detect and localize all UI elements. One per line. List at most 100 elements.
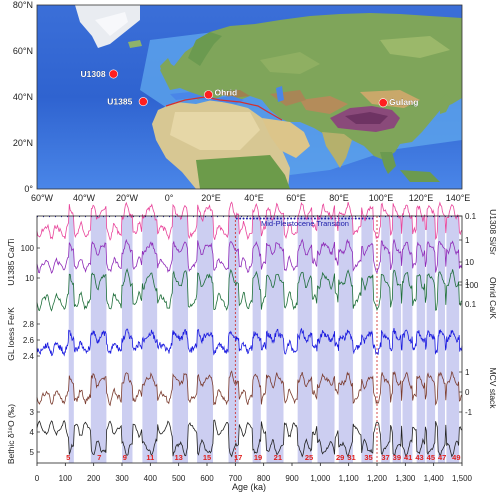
site-markers: U1308 U1385 Ohrid Gulang bbox=[80, 69, 419, 108]
interglacial-label: 47 bbox=[438, 453, 446, 462]
interglacial-band bbox=[361, 216, 373, 463]
lon-label: 40°W bbox=[73, 193, 96, 203]
mpt-dot bbox=[354, 217, 357, 220]
mpt-dot bbox=[245, 217, 248, 220]
site-marker bbox=[109, 69, 119, 79]
site-marker bbox=[203, 90, 213, 100]
lon-label: 20°E bbox=[201, 193, 221, 203]
mpt-dot bbox=[276, 217, 279, 220]
y-tick-label: 100 bbox=[21, 244, 35, 253]
lon-label: 40°E bbox=[244, 193, 264, 203]
site-label: U1308 bbox=[81, 69, 106, 79]
mpt-dot bbox=[252, 217, 255, 220]
interglacial-label: 21 bbox=[274, 453, 282, 462]
x-tick-label: 1,300 bbox=[395, 474, 416, 483]
y-tick-label: 0.1 bbox=[465, 212, 477, 221]
interglacial-band bbox=[416, 216, 426, 463]
y-tick-label: -1 bbox=[465, 408, 473, 417]
mpt-dot bbox=[361, 217, 364, 220]
interglacial-band bbox=[228, 216, 239, 463]
latitude-labels: 80°N 60°N 40°N 20°N 0° bbox=[13, 0, 34, 194]
series-lines bbox=[36, 201, 463, 459]
mpt-dot bbox=[279, 217, 282, 220]
site-marker bbox=[378, 98, 388, 108]
mediterranean-trace bbox=[165, 96, 283, 121]
longitude-labels: 60°W 40°W 20°W 0° 20°E 40°E 60°E 80°E 10… bbox=[31, 193, 470, 203]
interglacial-band bbox=[392, 216, 402, 463]
y-tick-label: 2.6 bbox=[23, 336, 35, 345]
interglacial-band bbox=[68, 216, 74, 463]
land-india bbox=[322, 132, 352, 168]
interglacial-band bbox=[381, 216, 390, 463]
x-tick-label: 1,500 bbox=[452, 474, 473, 483]
y-tick-label: 2.8 bbox=[23, 320, 35, 329]
interglacial-label: 17 bbox=[234, 453, 242, 462]
y-tick-label: 0 bbox=[465, 388, 470, 397]
y-axis-title: GL loess Fe/K bbox=[6, 307, 16, 361]
interglacial-label: 29 bbox=[336, 453, 344, 462]
series-line bbox=[36, 327, 463, 357]
y-tick-label: 4 bbox=[30, 428, 35, 437]
interglacial-label: 9 bbox=[123, 453, 127, 462]
interglacial-band bbox=[197, 216, 213, 463]
x-tick-label: 0 bbox=[35, 474, 40, 483]
y-tick-label: 1 bbox=[465, 368, 470, 377]
interglacial-label: 31 bbox=[347, 453, 355, 462]
interglacial-label: 19 bbox=[254, 453, 262, 462]
mpt-dot bbox=[358, 217, 361, 220]
x-tick-label: 1,200 bbox=[367, 474, 388, 483]
interglacial-band bbox=[252, 216, 261, 463]
interglacial-label: 35 bbox=[364, 453, 372, 462]
x-axis-title: Age (ka) bbox=[232, 482, 266, 492]
y-axis-title: Bethic δ¹⁸O (‰) bbox=[6, 404, 16, 464]
y-axis-title: U1308 Si/Sr bbox=[488, 209, 498, 255]
x-tick-label: 300 bbox=[115, 474, 129, 483]
interglacial-band bbox=[142, 216, 158, 463]
lon-label: 140°E bbox=[446, 193, 471, 203]
y-tick-label: 1 bbox=[465, 236, 470, 245]
interglacial-band bbox=[90, 216, 107, 463]
mpt-dot bbox=[320, 217, 323, 220]
y-tick-label: 1 bbox=[465, 278, 470, 287]
mpt-dot bbox=[286, 217, 289, 220]
lat-label: 40°N bbox=[13, 92, 33, 102]
mpt-dot bbox=[347, 217, 350, 220]
mpt-dot bbox=[313, 217, 316, 220]
y-tick-label: 3 bbox=[30, 408, 35, 417]
interglacial-label: 45 bbox=[427, 453, 435, 462]
site-label: Ohrid bbox=[214, 88, 237, 98]
x-tick-label: 500 bbox=[172, 474, 186, 483]
series-line bbox=[36, 201, 463, 241]
site-label: U1385 bbox=[107, 97, 132, 107]
mpt-dot bbox=[259, 217, 262, 220]
lat-label: 20°N bbox=[13, 138, 33, 148]
y-tick-label: 2.4 bbox=[23, 352, 35, 361]
map-frame bbox=[36, 4, 463, 190]
lat-label: 60°N bbox=[13, 46, 33, 56]
y-tick-label: 10 bbox=[465, 258, 474, 267]
interglacial-band bbox=[122, 216, 133, 463]
x-tick-label: 400 bbox=[144, 474, 158, 483]
x-tick-label: 200 bbox=[87, 474, 101, 483]
mpt-dot bbox=[293, 217, 296, 220]
lon-label: 80°E bbox=[329, 193, 349, 203]
interglacial-band bbox=[338, 216, 353, 463]
y-tick-label: 5 bbox=[30, 448, 35, 457]
interglacial-label: 13 bbox=[174, 453, 182, 462]
interglacial-band bbox=[426, 216, 436, 463]
interglacial-label: 25 bbox=[305, 453, 313, 462]
mpt-dot bbox=[290, 217, 293, 220]
site-marker bbox=[138, 97, 148, 107]
y-axis-title: Ohrid Ca/K bbox=[488, 277, 498, 319]
lat-label: 80°N bbox=[13, 0, 33, 10]
series-line bbox=[36, 419, 463, 459]
x-tick-label: 900 bbox=[285, 474, 299, 483]
lon-label: 120°E bbox=[409, 193, 434, 203]
mpt-dot bbox=[327, 217, 330, 220]
mpt-dot bbox=[249, 217, 252, 220]
mpt-dot bbox=[344, 217, 347, 220]
mpt-dot bbox=[235, 217, 238, 220]
y-tick-label: 10 bbox=[25, 274, 34, 283]
interglacial-label: 39 bbox=[393, 453, 401, 462]
